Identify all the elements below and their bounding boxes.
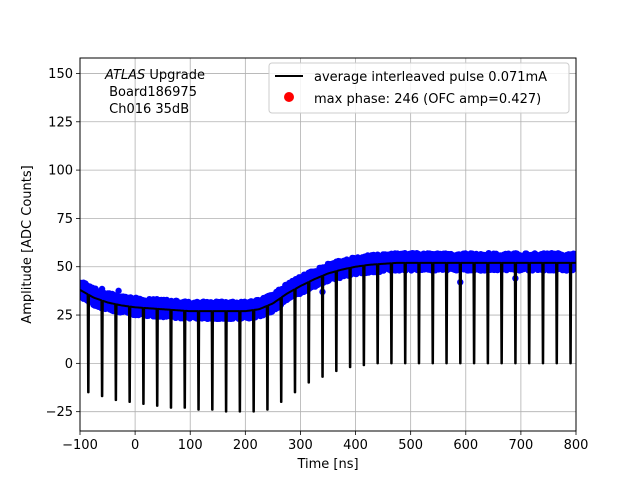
x-tick-label: 200 bbox=[233, 438, 258, 453]
legend-entry-max-phase: max phase: 246 (OFC amp=0.427) bbox=[314, 92, 541, 107]
x-tick-label: 100 bbox=[178, 438, 203, 453]
average-pulse-line bbox=[80, 261, 576, 413]
y-axis-ticks: −25 0 25 50 75 100 125 150 bbox=[46, 67, 80, 420]
legend-entry-average-pulse: average interleaved pulse 0.071mA bbox=[314, 70, 547, 85]
channel-annotation: Ch016 35dB bbox=[105, 102, 189, 117]
y-axis-label: Amplitude [ADC Counts] bbox=[20, 165, 35, 323]
x-tick-label: 400 bbox=[343, 438, 368, 453]
raw-sample-scatter bbox=[80, 250, 576, 322]
plot-frame bbox=[79, 57, 577, 432]
plot-area bbox=[80, 250, 576, 413]
y-tick-label: 125 bbox=[48, 115, 73, 130]
raw-sample-point bbox=[327, 273, 334, 280]
y-tick-label: 100 bbox=[48, 164, 73, 179]
atlas-italic: ATLAS bbox=[104, 68, 145, 83]
atlas-annotation-line1: ATLAS Upgrade bbox=[104, 68, 205, 83]
x-axis-ticks: −100 0 100 200 300 400 500 600 700 800 bbox=[62, 431, 588, 453]
board-annotation: Board186975 bbox=[105, 85, 197, 100]
y-tick-label: 50 bbox=[56, 260, 73, 275]
x-tick-label: 300 bbox=[288, 438, 313, 453]
legend: average interleaved pulse 0.071mA max ph… bbox=[268, 62, 570, 114]
raw-sample-point bbox=[572, 264, 576, 271]
x-axis-label: Time [ns] bbox=[296, 457, 358, 472]
raw-sample-point bbox=[572, 253, 576, 261]
y-tick-label: 0 bbox=[65, 357, 73, 372]
x-tick-label: 700 bbox=[508, 438, 533, 453]
y-tick-label: 150 bbox=[48, 67, 73, 82]
x-tick-label: 600 bbox=[453, 438, 478, 453]
y-tick-label: −25 bbox=[46, 405, 73, 420]
legend-marker-swatch bbox=[284, 92, 294, 102]
x-tick-label: 0 bbox=[131, 438, 139, 453]
x-tick-label: 800 bbox=[564, 438, 589, 453]
y-tick-label: 25 bbox=[56, 309, 73, 324]
atlas-upgrade: Upgrade bbox=[145, 68, 205, 83]
x-tick-label: 500 bbox=[398, 438, 423, 453]
y-tick-label: 75 bbox=[56, 212, 73, 227]
legend-box bbox=[268, 62, 570, 114]
x-tick-label: −100 bbox=[62, 438, 98, 453]
raw-sample-point bbox=[115, 287, 122, 295]
raw-sample-point bbox=[98, 285, 106, 293]
